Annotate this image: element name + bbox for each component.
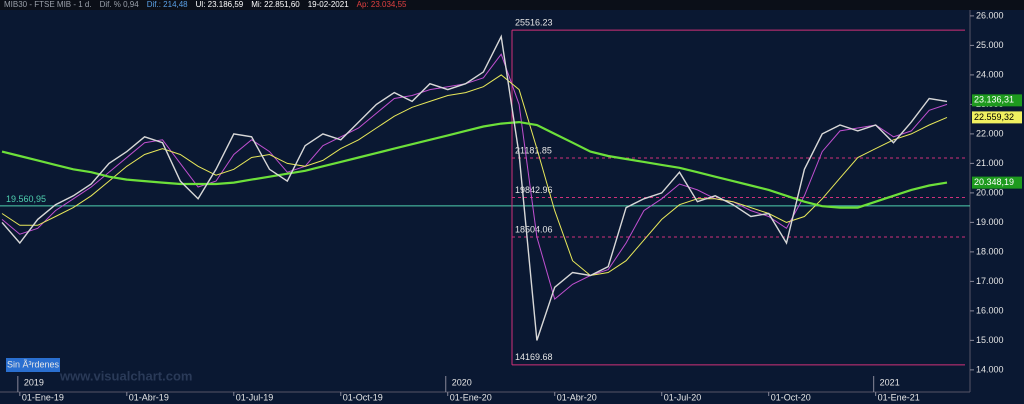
header-item: Mi: 22.851,60 — [251, 0, 300, 9]
y-tick-label: 19.000 — [976, 217, 1004, 227]
x-tick-label: 01-Oct-19 — [343, 392, 383, 402]
y-tick-label: 16.000 — [976, 305, 1004, 315]
header-item: Ul: 23.186,59 — [196, 0, 244, 9]
header-bar — [0, 0, 1024, 10]
reference-label: 19.560,95 — [6, 194, 46, 204]
y-tick-label: 26.000 — [976, 10, 1004, 20]
y-tick-label: 25.000 — [976, 40, 1004, 50]
price-axis — [970, 10, 1024, 404]
y-tick-label: 15.000 — [976, 335, 1004, 345]
fib-label: 14169.68 — [515, 352, 553, 362]
x-tick-label: 01-Abr-20 — [557, 392, 597, 402]
fib-label: 21181.85 — [515, 145, 552, 155]
year-label: 2019 — [24, 377, 44, 387]
header-item: Dif. % 0,94 — [100, 0, 140, 9]
y-tick-label: 14.000 — [976, 364, 1004, 374]
y-tick-label: 24.000 — [976, 69, 1004, 79]
orders-button[interactable] — [6, 358, 60, 372]
series-line — [1, 74, 948, 277]
y-tick-label: 21.000 — [976, 158, 1004, 168]
y-tick-label: 20.000 — [976, 187, 1004, 197]
y-tick-label: 18.000 — [976, 246, 1004, 256]
x-tick-label: 01-Ene-21 — [878, 392, 920, 402]
y-tick-label: 22.000 — [976, 128, 1004, 138]
x-tick-label: 01-Ene-20 — [450, 392, 492, 402]
header-item: Dif.: 214,48 — [147, 0, 188, 9]
x-tick-label: 01-Oct-20 — [771, 392, 811, 402]
y-tick-label: 17.000 — [976, 276, 1004, 286]
fib-label: 19842.96 — [515, 185, 553, 195]
fib-label: 18504.06 — [515, 224, 553, 234]
watermark: www.visualchart.com — [59, 368, 192, 383]
price-tag-label: 23.136,31 — [974, 95, 1014, 105]
x-tick-label: 01-Abr-19 — [129, 392, 169, 402]
price-tag — [972, 111, 1022, 124]
x-tick-label: 01-Jul-19 — [236, 392, 274, 402]
series-line — [1, 53, 948, 300]
series-line — [1, 120, 948, 209]
fib-label: 25516.23 — [515, 18, 553, 28]
price-tag — [972, 176, 1022, 189]
orders-button-label[interactable]: Sin Ã³rdenes — [7, 359, 60, 369]
series-line — [1, 34, 948, 341]
price-tag-label: 20.348,19 — [974, 177, 1014, 187]
header-item: 19-02-2021 — [308, 0, 349, 9]
header-item: Ap: 23.034,55 — [357, 0, 407, 9]
x-tick-label: 01-Ene-19 — [22, 392, 64, 402]
price-tag-label: 22.559,32 — [974, 112, 1014, 122]
price-tag — [972, 94, 1022, 107]
header-item: MIB30 - FTSE MIB - 1 d. — [4, 0, 92, 9]
x-tick-label: 01-Jul-20 — [664, 392, 702, 402]
year-label: 2020 — [452, 377, 472, 387]
year-label: 2021 — [880, 377, 900, 387]
